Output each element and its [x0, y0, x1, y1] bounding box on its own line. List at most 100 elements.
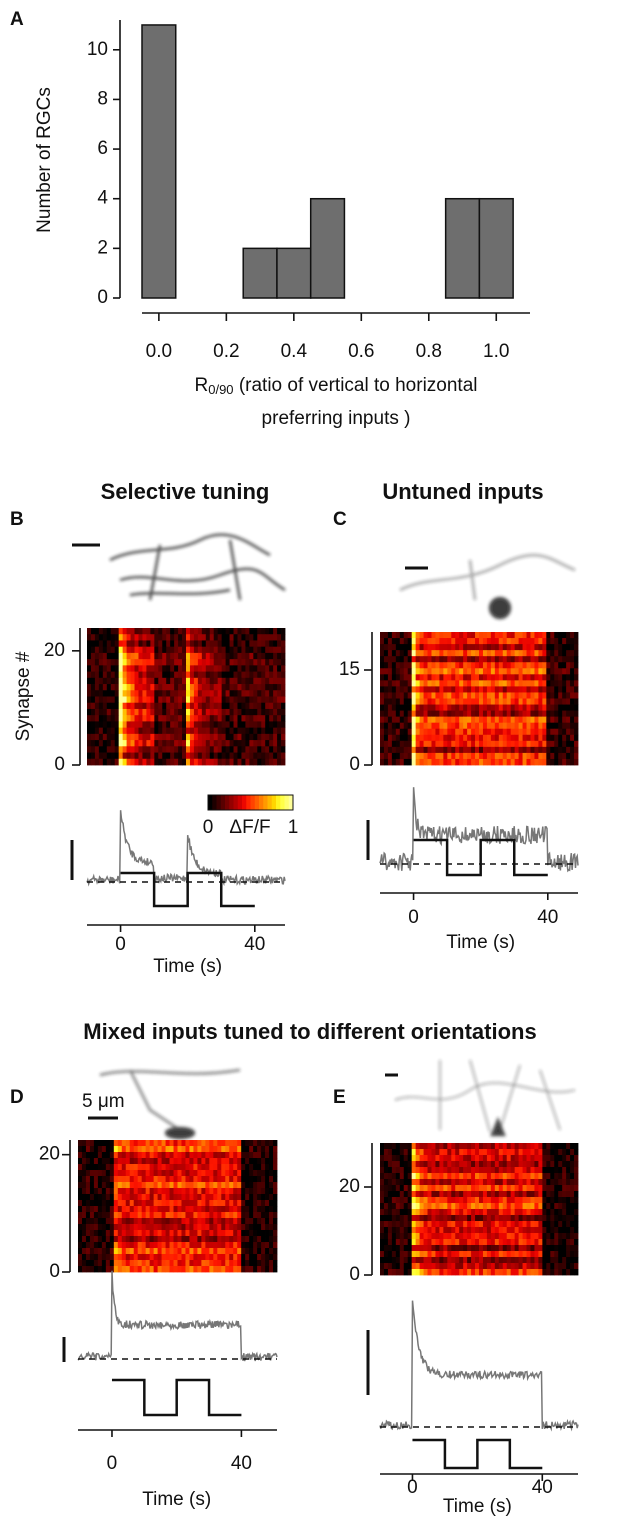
heatmap-cell — [198, 734, 202, 741]
heatmap-cell — [451, 1179, 455, 1185]
heatmap-cell — [467, 1155, 471, 1161]
heatmap-cell — [431, 1179, 435, 1185]
heatmap-cell — [511, 1239, 515, 1245]
heatmap-cell — [245, 721, 249, 728]
heatmap-cell — [570, 1209, 574, 1215]
heatmap-cell — [98, 1224, 102, 1230]
heatmap-cell — [554, 1143, 558, 1149]
heatmap-cell — [404, 735, 408, 741]
heatmap-cell — [404, 1245, 408, 1251]
heatmap-cell — [170, 1182, 174, 1188]
heatmap-cell — [428, 741, 432, 747]
heatmap-cell — [178, 721, 182, 728]
heatmap-cell — [138, 640, 142, 647]
heatmap-cell — [554, 668, 558, 674]
bar — [142, 25, 176, 298]
heatmap-cell — [515, 1245, 519, 1251]
heatmap-cell — [198, 653, 202, 660]
heatmap-cell — [471, 1203, 475, 1209]
heatmap-cell — [396, 644, 400, 650]
heatmap-cell — [404, 759, 408, 765]
heatmap-cell — [162, 753, 166, 760]
heatmap-cell — [546, 674, 550, 680]
heatmap-cell — [475, 1221, 479, 1227]
heatmap-cell — [241, 728, 245, 735]
heatmap-cell — [210, 665, 214, 672]
heatmap-cell — [447, 1215, 451, 1221]
heatmap-cell — [253, 634, 257, 641]
heatmap-cell — [269, 1242, 273, 1248]
heatmap-cell — [546, 1269, 550, 1275]
heatmap-cell — [467, 656, 471, 662]
heatmap-cell — [408, 1245, 412, 1251]
heatmap-cell — [534, 729, 538, 735]
heatmap-cell — [471, 1185, 475, 1191]
heatmap-cell — [142, 697, 146, 704]
heatmap-cell — [257, 690, 261, 697]
heatmap-cell — [475, 1167, 479, 1173]
heatmap-cell — [230, 709, 234, 716]
heatmap-cell — [495, 1257, 499, 1263]
heatmap-cell — [463, 1179, 467, 1185]
heatmap-cell — [150, 1164, 154, 1170]
heatmap-cell — [162, 1152, 166, 1158]
heatmap-cell — [499, 1173, 503, 1179]
heatmap-cell — [455, 1161, 459, 1167]
heatmap-cell — [107, 690, 111, 697]
heatmap-cell — [138, 1254, 142, 1260]
heatmap-cell — [91, 746, 95, 753]
heatmap-cell — [428, 1245, 432, 1251]
heatmap-cell — [519, 680, 523, 686]
heatmap-cell — [273, 1224, 277, 1230]
heatmap-cell — [455, 662, 459, 668]
heatmap-cell — [210, 715, 214, 722]
heatmap-cell — [87, 665, 91, 672]
heatmap-cell — [253, 665, 257, 672]
heatmap-cell — [550, 1221, 554, 1227]
heatmap-cell — [273, 721, 277, 728]
heatmap-cell — [233, 1182, 237, 1188]
heatmap-cell — [523, 668, 527, 674]
heatmap-cell — [185, 1170, 189, 1176]
heatmap-cell — [515, 1215, 519, 1221]
panel-label: B — [10, 509, 24, 530]
heatmap-cell — [459, 1143, 463, 1149]
heatmap-cell — [230, 740, 234, 747]
heatmap-cell — [249, 684, 253, 691]
heatmap-cell — [174, 1152, 178, 1158]
heatmap-cell — [392, 699, 396, 705]
heatmap-cell — [162, 1260, 166, 1266]
heatmap-cell — [471, 723, 475, 729]
heatmap-cell — [455, 723, 459, 729]
heatmap-cell — [181, 1158, 185, 1164]
heatmap-cell — [475, 1185, 479, 1191]
heatmap-cell — [158, 1218, 162, 1224]
heatmap-cell — [218, 684, 222, 691]
heatmap-cell — [515, 717, 519, 723]
heatmap-cell — [404, 1251, 408, 1257]
heatmap-cell — [99, 684, 103, 691]
heatmap-cell — [150, 1146, 154, 1152]
heatmap-cell — [396, 638, 400, 644]
heatmap-cell — [265, 1212, 269, 1218]
heatmap-cell — [162, 697, 166, 704]
heatmap-cell — [507, 1239, 511, 1245]
heatmap-cell — [507, 1245, 511, 1251]
heatmap-cell — [102, 1194, 106, 1200]
heatmap-cell — [170, 640, 174, 647]
heatmap-cell — [562, 705, 566, 711]
heatmap-cell — [162, 1146, 166, 1152]
heatmap-cell — [507, 741, 511, 747]
heatmap-cell — [451, 1227, 455, 1233]
heatmap-cell — [170, 1152, 174, 1158]
y-tick-label: 10 — [87, 39, 108, 60]
heatmap-cell — [487, 729, 491, 735]
heatmap-cell — [154, 740, 158, 747]
heatmap-cell — [384, 680, 388, 686]
heatmap-cell — [146, 1158, 150, 1164]
heatmap-cell — [479, 638, 483, 644]
heatmap-cell — [523, 1245, 527, 1251]
heatmap-cell — [459, 1185, 463, 1191]
heatmap-cell — [530, 662, 534, 668]
heatmap-cell — [499, 1179, 503, 1185]
